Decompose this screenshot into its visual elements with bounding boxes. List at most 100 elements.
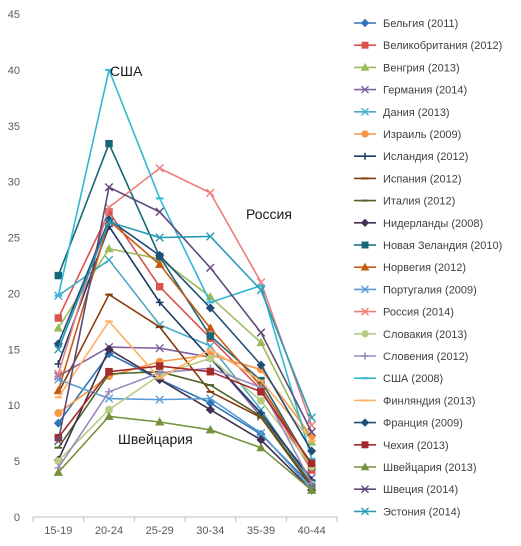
data-point	[256, 328, 266, 337]
legend-label: Венгрия (2013)	[383, 62, 460, 74]
legend-swatch-marker	[360, 262, 370, 271]
x-tick-label: 40-44	[298, 525, 326, 537]
series-17	[54, 68, 316, 460]
x-tick-label: 25-29	[146, 525, 174, 537]
data-point	[206, 232, 215, 241]
series-line	[57, 69, 313, 460]
legend-label: Бельгия (2011)	[383, 18, 458, 30]
y-tick-label: 5	[14, 456, 20, 468]
annotation-label: США	[110, 63, 143, 79]
legend-swatch-marker	[360, 18, 370, 28]
data-point	[205, 424, 215, 434]
legend-swatch-marker	[360, 218, 370, 228]
legend-swatch-marker	[360, 418, 370, 427]
legend-swatch-marker	[361, 85, 369, 94]
data-point	[205, 323, 215, 332]
legend-label: Чехия (2013)	[383, 440, 449, 452]
legend-item: Эстония (2014)	[354, 506, 460, 518]
legend-label: Италия (2012)	[383, 196, 455, 208]
series-line	[57, 167, 313, 426]
legend-item: Россия (2014)	[354, 307, 454, 319]
legend-label: Словения (2012)	[383, 351, 468, 363]
legend-label: Дания (2013)	[383, 107, 450, 119]
legend-item: Исландия (2012)	[354, 151, 468, 163]
data-point	[205, 303, 215, 313]
legend-swatch-marker	[361, 130, 369, 138]
series-line	[57, 357, 313, 468]
y-tick-label: 20	[8, 288, 20, 300]
legend-label: США (2008)	[383, 373, 443, 385]
x-axis: 15-19 20-24 25-29 30-34 35-39 40-44	[32, 516, 338, 537]
series-line	[57, 415, 313, 491]
series-line	[57, 218, 313, 452]
legend-item: Испания (2012)	[354, 173, 462, 185]
legend-item: Новая Зеландия (2010)	[354, 240, 502, 252]
legend-swatch-marker	[361, 152, 369, 160]
data-point	[104, 243, 114, 253]
data-point	[54, 371, 63, 381]
data-point	[155, 298, 164, 307]
legend-label: Испания (2012)	[383, 173, 462, 185]
data-point	[54, 436, 63, 446]
legend-item: Италия (2012)	[354, 196, 455, 208]
series-layer	[53, 68, 317, 495]
data-point	[206, 332, 215, 340]
data-point	[307, 427, 316, 437]
data-point	[104, 217, 114, 227]
series-21	[53, 411, 317, 494]
legend-label: Норвегия (2012)	[383, 262, 466, 274]
data-point	[257, 396, 265, 405]
x-tick-label: 15-19	[44, 525, 72, 537]
legend-swatch-marker	[361, 307, 369, 316]
data-point	[307, 413, 316, 422]
data-point	[54, 409, 63, 417]
x-tick-label: 35-39	[247, 525, 275, 537]
data-point	[53, 467, 63, 476]
legend-item: Германия (2014)	[354, 85, 467, 97]
legend-label: Швейцария (2013)	[383, 462, 477, 474]
series-line	[57, 348, 313, 491]
y-tick-label: 45	[8, 9, 20, 21]
legend-item: Бельгия (2011)	[354, 18, 458, 30]
series-line	[57, 219, 313, 467]
legend-item: Словакия (2013)	[354, 329, 467, 341]
data-point	[54, 345, 63, 354]
legend-label: Эстония (2014)	[383, 506, 460, 518]
data-point	[206, 263, 215, 273]
data-point	[155, 395, 164, 404]
annotation-layer: США Россия Швейцария	[110, 63, 292, 447]
series-23	[54, 217, 316, 422]
data-point	[104, 411, 114, 420]
data-point	[307, 485, 317, 494]
y-tick-label: 25	[8, 233, 20, 245]
data-point	[155, 369, 164, 377]
legend-swatch-marker	[361, 441, 369, 449]
data-point	[155, 207, 164, 217]
legend-swatch-marker	[360, 62, 370, 71]
data-point	[257, 388, 265, 396]
legend-swatch-marker	[361, 241, 369, 249]
legend-swatch-marker	[361, 485, 369, 494]
data-point	[206, 394, 215, 403]
data-point	[256, 285, 266, 295]
legend-item: Швейцария (2013)	[354, 462, 477, 474]
series-18	[54, 320, 316, 442]
legend-label: Россия (2014)	[383, 307, 454, 319]
data-point	[53, 323, 63, 332]
annotation-label: Швейцария	[118, 431, 193, 447]
data-point	[155, 163, 164, 173]
data-point	[307, 446, 317, 456]
legend-item: Норвегия (2012)	[354, 262, 466, 274]
data-point	[206, 188, 215, 198]
legend-label: Швеция (2014)	[383, 484, 458, 496]
x-tick-label: 30-34	[196, 525, 224, 537]
data-point	[155, 343, 164, 353]
data-point	[307, 459, 316, 468]
legend-item: Франция (2009)	[354, 418, 463, 430]
series-line	[57, 247, 313, 443]
series-line	[57, 186, 313, 442]
y-axis: 0 5 10 15 20 25 30 35 40 45	[8, 9, 20, 524]
y-tick-label: 10	[8, 400, 20, 412]
data-point	[104, 344, 114, 354]
